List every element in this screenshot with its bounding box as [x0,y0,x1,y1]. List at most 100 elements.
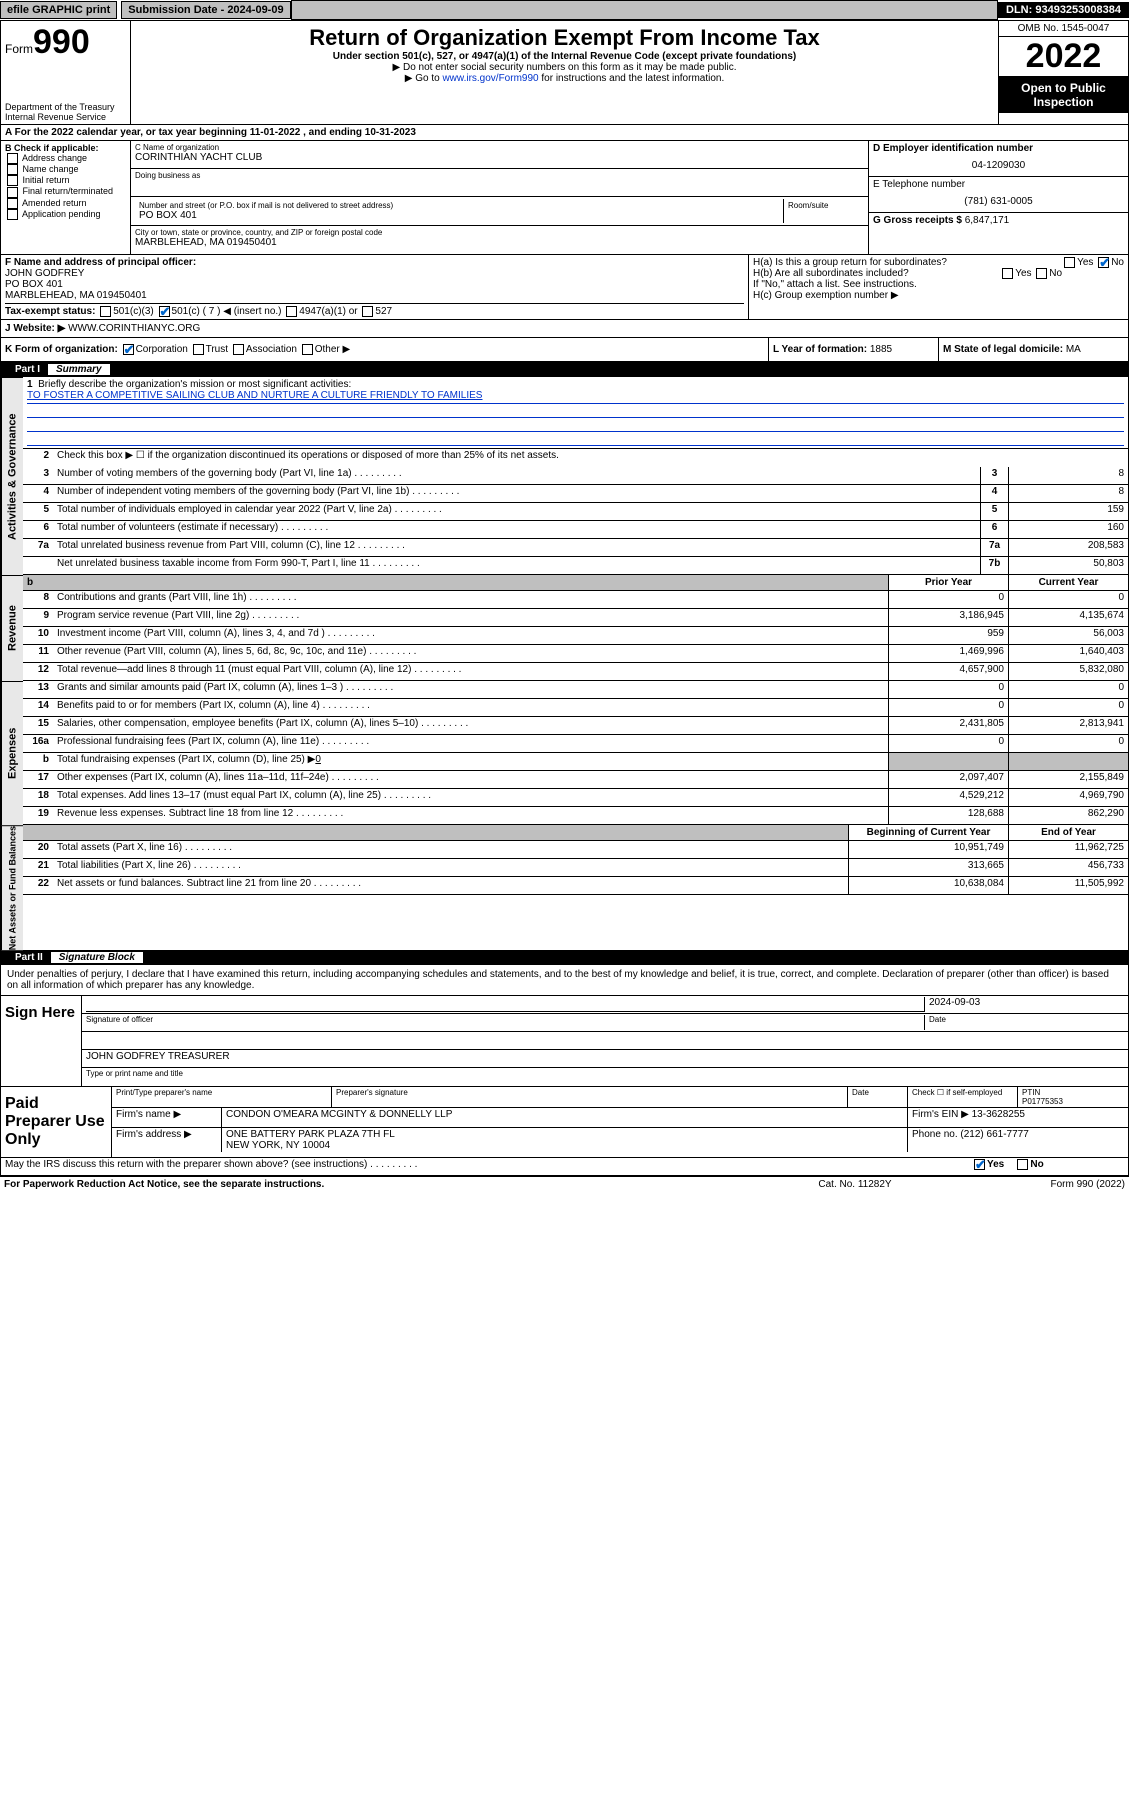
preparer-row: Paid Preparer Use Only Print/Type prepar… [1,1087,1128,1158]
cb-corp[interactable] [123,344,134,355]
gross-label: G Gross receipts $ [873,215,962,226]
tax-year: 2022 [999,37,1128,77]
sign-here-row: Sign Here 2024-09-03 Signature of office… [1,996,1128,1087]
street-value: PO BOX 401 [139,210,779,221]
line-16a: 16aProfessional fundraising fees (Part I… [23,735,1128,753]
line-14: 14Benefits paid to or for members (Part … [23,699,1128,717]
gross-value: 6,847,171 [965,215,1010,226]
website-value: WWW.CORINTHIANYC.ORG [68,323,200,334]
form-title: Return of Organization Exempt From Incom… [135,25,994,51]
irs-label: Internal Revenue Service [5,112,126,122]
officer-label: F Name and address of principal officer: [5,257,744,268]
omb-number: OMB No. 1545-0047 [999,21,1128,37]
cb-527[interactable] [362,306,373,317]
officer-addr2: MARBLEHEAD, MA 019450401 [5,290,744,301]
end-year-header: End of Year [1008,825,1128,840]
section-bcd: B Check if applicable: Address change Na… [1,141,1128,255]
note-ssn: ▶ Do not enter social security numbers o… [135,62,994,73]
row-klm: K Form of organization: Corporation Trus… [1,338,1128,362]
cb-hb-no[interactable] [1036,268,1047,279]
ein-label: D Employer identification number [873,143,1124,154]
side-label-exp: Expenses [1,681,23,825]
checkbox-amended-return[interactable]: Amended return [5,198,126,209]
hb-label: H(b) Are all subordinates included? [753,268,909,279]
state-domicile: MA [1066,344,1081,355]
cb-4947[interactable] [286,306,297,317]
cb-ha-no[interactable] [1098,257,1109,268]
cb-hb-yes[interactable] [1002,268,1013,279]
col-d-ein-tel: D Employer identification number 04-1209… [868,141,1128,254]
checkbox-final-return-terminated[interactable]: Final return/terminated [5,186,126,197]
city-value: MARBLEHEAD, MA 019450401 [135,237,864,248]
header-left: Form990 Department of the Treasury Inter… [1,21,131,124]
page-footer: For Paperwork Reduction Act Notice, see … [0,1177,1129,1192]
firm-ein: 13-3628255 [972,1109,1025,1120]
ha-label: H(a) Is this a group return for subordin… [753,257,947,268]
expenses-section: Expenses 13Grants and similar amounts pa… [1,681,1128,825]
begin-year-header: Beginning of Current Year [848,825,1008,840]
note-goto: ▶ Go to www.irs.gov/Form990 for instruct… [135,73,994,84]
side-label-ag: Activities & Governance [1,377,23,575]
row-j-website: J Website: ▶ WWW.CORINTHIANYC.ORG [1,320,1128,338]
ein-value: 04-1209030 [873,154,1124,171]
cb-501c3[interactable] [100,306,111,317]
cb-501c[interactable] [159,306,170,317]
side-label-na: Net Assets or Fund Balances [1,825,23,950]
sig-officer-label: Signature of officer [86,1015,924,1030]
line-13: 13Grants and similar amounts paid (Part … [23,681,1128,699]
topbar-spacer [291,0,998,20]
cb-ha-yes[interactable] [1064,257,1075,268]
header-middle: Return of Organization Exempt From Incom… [131,21,998,124]
cb-may-yes[interactable] [974,1159,985,1170]
part1-header: Part I Summary [1,362,1128,377]
tax-exempt-label: Tax-exempt status: [5,306,95,317]
cb-trust[interactable] [193,344,204,355]
phone-label: Phone no. [912,1129,958,1140]
sig-name: JOHN GODFREY TREASURER [86,1051,1124,1066]
cb-other[interactable] [302,344,313,355]
dba-label: Doing business as [135,171,864,180]
sig-date: 2024-09-03 [924,997,1124,1012]
officer-addr1: PO BOX 401 [5,279,744,290]
signature-intro: Under penalties of perjury, I declare th… [1,965,1128,996]
footer-right: Form 990 (2022) [945,1179,1125,1190]
summary-line-5: 5Total number of individuals employed in… [23,503,1128,521]
col-c-org-info: C Name of organization CORINTHIAN YACHT … [131,141,868,254]
org-name-label: C Name of organization [135,143,864,152]
efile-print-button[interactable]: efile GRAPHIC print [0,1,117,19]
irs-link[interactable]: www.irs.gov/Form990 [442,73,538,84]
hc-label: H(c) Group exemption number ▶ [753,290,1124,301]
checkbox-address-change[interactable]: Address change [5,153,126,164]
room-label: Room/suite [788,201,860,210]
row-a-tax-year: A For the 2022 calendar year, or tax yea… [1,125,1128,141]
submission-date: Submission Date - 2024-09-09 [121,1,290,19]
current-year-header: Current Year [1008,575,1128,590]
firm-addr-label: Firm's address ▶ [112,1128,222,1152]
line-12: 12Total revenue—add lines 8 through 11 (… [23,663,1128,681]
prep-sig-header: Preparer's signature [332,1087,848,1107]
tel-label: E Telephone number [873,179,1124,190]
line-15: 15Salaries, other compensation, employee… [23,717,1128,735]
form-number: Form990 [5,23,126,62]
firm-name: CONDON O'MEARA MCGINTY & DONNELLY LLP [222,1108,908,1127]
revenue-section: Revenue b Prior Year Current Year 8Contr… [1,575,1128,681]
mission-text: TO FOSTER A COMPETITIVE SAILING CLUB AND… [27,390,1124,404]
org-name: CORINTHIAN YACHT CLUB [135,152,864,163]
side-label-rev: Revenue [1,575,23,681]
line-20: 20Total assets (Part X, line 16)10,951,7… [23,841,1128,859]
cb-assoc[interactable] [233,344,244,355]
prep-name-header: Print/Type preparer's name [112,1087,332,1107]
tel-value: (781) 631-0005 [873,190,1124,207]
dln-label: DLN: 93493253008384 [998,2,1129,18]
ptin-value: P01775353 [1022,1097,1063,1106]
checkbox-name-change[interactable]: Name change [5,164,126,175]
street-label: Number and street (or P.O. box if mail i… [139,201,779,210]
checkbox-application-pending[interactable]: Application pending [5,209,126,220]
checkbox-initial-return[interactable]: Initial return [5,175,126,186]
dept-treasury: Department of the Treasury [5,102,126,112]
preparer-label: Paid Preparer Use Only [1,1087,111,1157]
net-assets-section: Net Assets or Fund Balances Beginning of… [1,825,1128,950]
firm-addr2: NEW YORK, NY 10004 [226,1140,330,1151]
form-subtitle: Under section 501(c), 527, or 4947(a)(1)… [135,51,994,62]
cb-may-no[interactable] [1017,1159,1028,1170]
